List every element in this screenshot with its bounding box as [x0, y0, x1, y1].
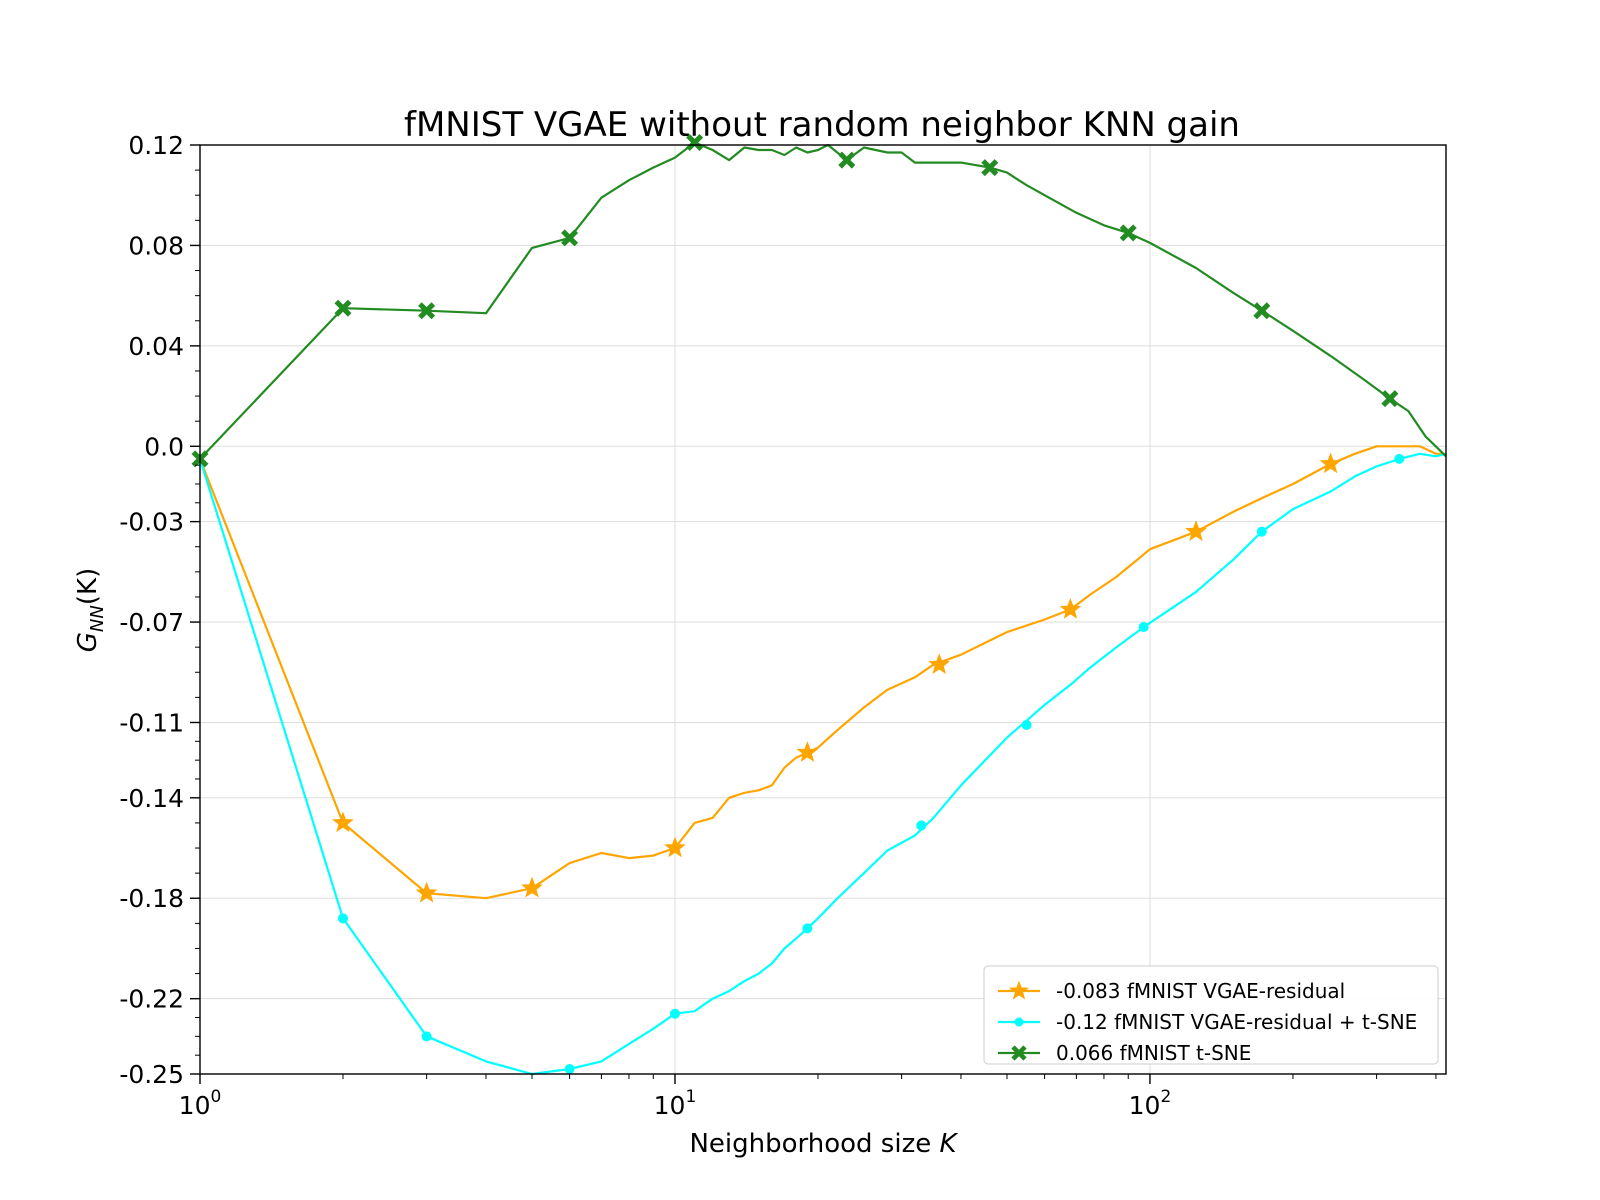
legend-entry-label: 0.066 fMNIST t-SNE: [1056, 1041, 1251, 1065]
data-point: [1256, 526, 1267, 537]
data-point: [1138, 622, 1149, 633]
legend-entry-label: -0.12 fMNIST VGAE-residual + t-SNE: [1056, 1010, 1417, 1034]
data-point: [1253, 302, 1271, 320]
data-point: [1059, 598, 1082, 619]
data-point: [838, 151, 856, 169]
data-point: [916, 820, 927, 831]
x-tick-base: 10: [179, 1091, 211, 1120]
x-tick-exponent: 2: [1160, 1087, 1171, 1107]
data-point: [669, 1008, 680, 1019]
x-axis-label: Neighborhood size K: [689, 1129, 958, 1159]
data-point: [796, 741, 819, 762]
data-point: [561, 229, 579, 247]
data-point: [1119, 224, 1137, 242]
data-point: [1185, 520, 1207, 541]
data-point: [418, 302, 436, 320]
y-axis-label: GNN(K): [73, 568, 108, 652]
data-point: [664, 836, 686, 858]
y-tick-label: 0.04: [128, 332, 184, 361]
x-tick-label: 100: [179, 1087, 222, 1120]
y-tick-label: -0.22: [119, 985, 184, 1014]
legend: -0.083 fMNIST VGAE-residual -0.12 fMNIST …: [983, 965, 1439, 1065]
series-line: [198, 452, 1447, 1076]
y-tick-label: -0.03: [119, 508, 184, 537]
series-vgae-residual: [198, 445, 1446, 903]
data-point: [564, 1063, 575, 1074]
y-tick-label: -0.07: [119, 608, 184, 637]
data-point: [415, 881, 438, 903]
grid: [199, 144, 1446, 1075]
data-point: [928, 653, 951, 674]
y-tick-label: -0.18: [119, 884, 184, 913]
data-point: [1319, 452, 1342, 474]
chart-title: fMNIST VGAE without random neighbor KNN …: [404, 105, 1240, 145]
y-tick-label: 0.08: [128, 231, 184, 260]
series-vgae-residual-tsne: [198, 452, 1447, 1076]
legend-swatch-marker: [1014, 1017, 1024, 1027]
legend-box: [983, 965, 1439, 1065]
data-point: [521, 876, 543, 898]
x-tick-base: 10: [1129, 1091, 1161, 1120]
y-tick-label: 0.12: [128, 131, 184, 160]
x-tick-label: 101: [654, 1087, 697, 1120]
series-line: [199, 141, 1447, 460]
axis-ticks: 0.12 0.08 0.04 0.0 -0.03 -0.07 -0.11 -0.14 -0.18…: [119, 131, 1437, 1120]
data-point: [686, 133, 704, 151]
y-tick-label: 0.0: [144, 432, 184, 461]
legend-swatch-marker: [1009, 980, 1029, 1000]
plot-frame: [199, 144, 1447, 1075]
y-tick-label: -0.11: [119, 708, 184, 737]
data-point: [337, 913, 348, 924]
legend-entry-label: -0.083 fMNIST VGAE-residual: [1056, 979, 1345, 1003]
y-tick-label: -0.25: [119, 1060, 184, 1089]
data-point: [802, 923, 813, 934]
data-point: [334, 299, 352, 317]
legend-swatch-marker: [1011, 1045, 1027, 1061]
series-line: [198, 445, 1446, 900]
data-point: [332, 811, 354, 833]
x-tick-label: 102: [1129, 1087, 1172, 1120]
data-point: [421, 1031, 432, 1042]
plot-series: [191, 133, 1447, 1076]
data-point: [981, 159, 999, 177]
x-tick-exponent: 1: [685, 1087, 696, 1107]
y-tick-label: -0.14: [119, 784, 184, 813]
data-point: [1021, 719, 1032, 730]
x-tick-exponent: 0: [210, 1087, 221, 1107]
x-tick-base: 10: [654, 1091, 686, 1120]
data-point: [1381, 390, 1399, 408]
series-tsne: [191, 133, 1447, 468]
data-point: [1394, 453, 1405, 464]
